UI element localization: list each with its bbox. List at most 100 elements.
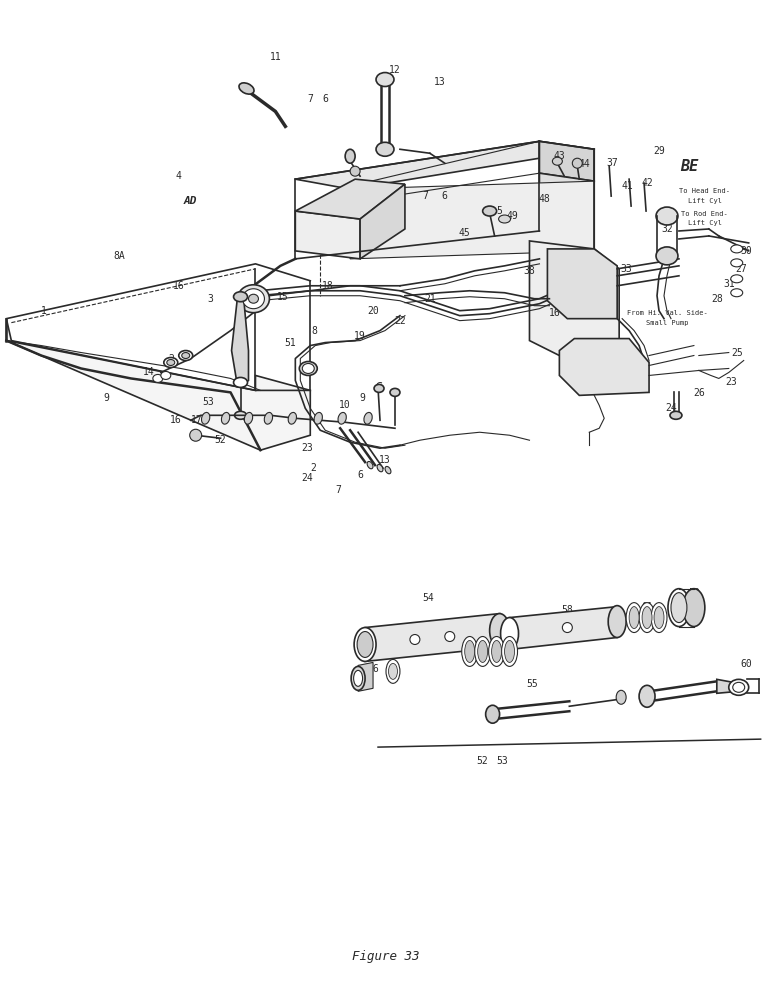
Text: 61: 61 [506,642,517,652]
Circle shape [410,635,420,644]
Ellipse shape [478,640,488,662]
Text: Figure 33: Figure 33 [352,950,420,963]
Text: 4: 4 [176,171,181,181]
Text: 51: 51 [284,338,296,348]
Ellipse shape [354,628,376,661]
Ellipse shape [167,360,174,365]
Ellipse shape [499,215,510,223]
Ellipse shape [486,705,499,723]
Text: 32: 32 [661,224,673,234]
Text: 34: 34 [594,291,605,301]
Polygon shape [296,211,360,259]
Text: 61: 61 [642,602,653,612]
Ellipse shape [242,289,265,309]
Text: 33: 33 [620,264,632,274]
Ellipse shape [608,606,626,638]
Ellipse shape [235,411,246,419]
Text: AD: AD [184,196,198,206]
Circle shape [445,632,455,641]
Text: 19: 19 [354,331,366,341]
Text: 27: 27 [735,264,747,274]
Text: BE: BE [680,159,698,174]
Text: 59: 59 [688,588,699,598]
Ellipse shape [616,690,626,704]
Ellipse shape [553,157,562,165]
Circle shape [572,158,582,168]
Ellipse shape [179,351,193,361]
Text: 24: 24 [301,473,313,483]
Ellipse shape [245,412,252,424]
Ellipse shape [489,614,510,647]
Polygon shape [358,662,373,691]
Ellipse shape [731,245,743,253]
Ellipse shape [354,670,363,686]
Polygon shape [530,241,619,361]
Ellipse shape [288,412,296,424]
Text: 18: 18 [323,281,334,291]
Ellipse shape [462,637,478,666]
Text: 15: 15 [276,292,288,302]
Text: 7: 7 [307,94,313,104]
Text: 45: 45 [459,228,471,238]
Text: 28: 28 [711,294,723,304]
Text: 16: 16 [173,281,185,291]
Text: 53: 53 [203,397,215,407]
Text: 14: 14 [143,367,154,377]
Ellipse shape [367,461,373,469]
Text: 16: 16 [549,308,560,318]
Text: 6: 6 [357,470,363,480]
Ellipse shape [505,640,514,662]
Ellipse shape [671,593,687,623]
Ellipse shape [234,377,248,387]
Ellipse shape [642,607,652,629]
Text: 3: 3 [208,294,214,304]
Ellipse shape [651,603,667,633]
Polygon shape [360,184,405,259]
Ellipse shape [729,679,749,695]
Ellipse shape [654,607,664,629]
Polygon shape [540,173,594,251]
Ellipse shape [731,275,743,283]
Text: 41: 41 [621,181,633,191]
Ellipse shape [475,637,491,666]
Text: Small Pump: Small Pump [645,320,688,326]
Text: 2: 2 [310,463,317,473]
Polygon shape [560,339,649,395]
Ellipse shape [300,362,317,375]
Ellipse shape [502,637,517,666]
Polygon shape [6,319,310,450]
Ellipse shape [303,363,314,373]
Text: 38: 38 [523,266,535,276]
Text: 39: 39 [577,258,588,268]
Polygon shape [365,614,499,661]
Text: 55: 55 [527,679,538,689]
Text: Lift Cyl: Lift Cyl [688,198,722,204]
Text: Lift Cyl: Lift Cyl [688,220,722,226]
Circle shape [562,623,572,633]
Text: 21: 21 [424,294,435,304]
Polygon shape [717,679,747,693]
Ellipse shape [345,149,355,163]
Ellipse shape [385,466,391,474]
Ellipse shape [222,412,230,424]
Ellipse shape [639,603,655,633]
Text: 5: 5 [496,206,503,216]
Ellipse shape [390,388,400,396]
Text: 54: 54 [422,593,434,603]
Text: 58: 58 [561,605,574,615]
Polygon shape [232,297,249,385]
Ellipse shape [668,589,690,627]
Text: 48: 48 [539,194,550,204]
Text: 9: 9 [359,393,365,403]
Ellipse shape [386,659,400,683]
Text: To Front Reservoir: To Front Reservoir [571,382,648,388]
Text: 6: 6 [322,94,328,104]
Text: 60: 60 [741,659,753,669]
Text: 11: 11 [269,52,281,62]
Ellipse shape [239,83,254,94]
Ellipse shape [733,682,745,692]
Text: 44: 44 [578,159,590,169]
Text: 25: 25 [731,348,743,358]
Ellipse shape [626,603,642,633]
Text: 7: 7 [335,485,341,495]
